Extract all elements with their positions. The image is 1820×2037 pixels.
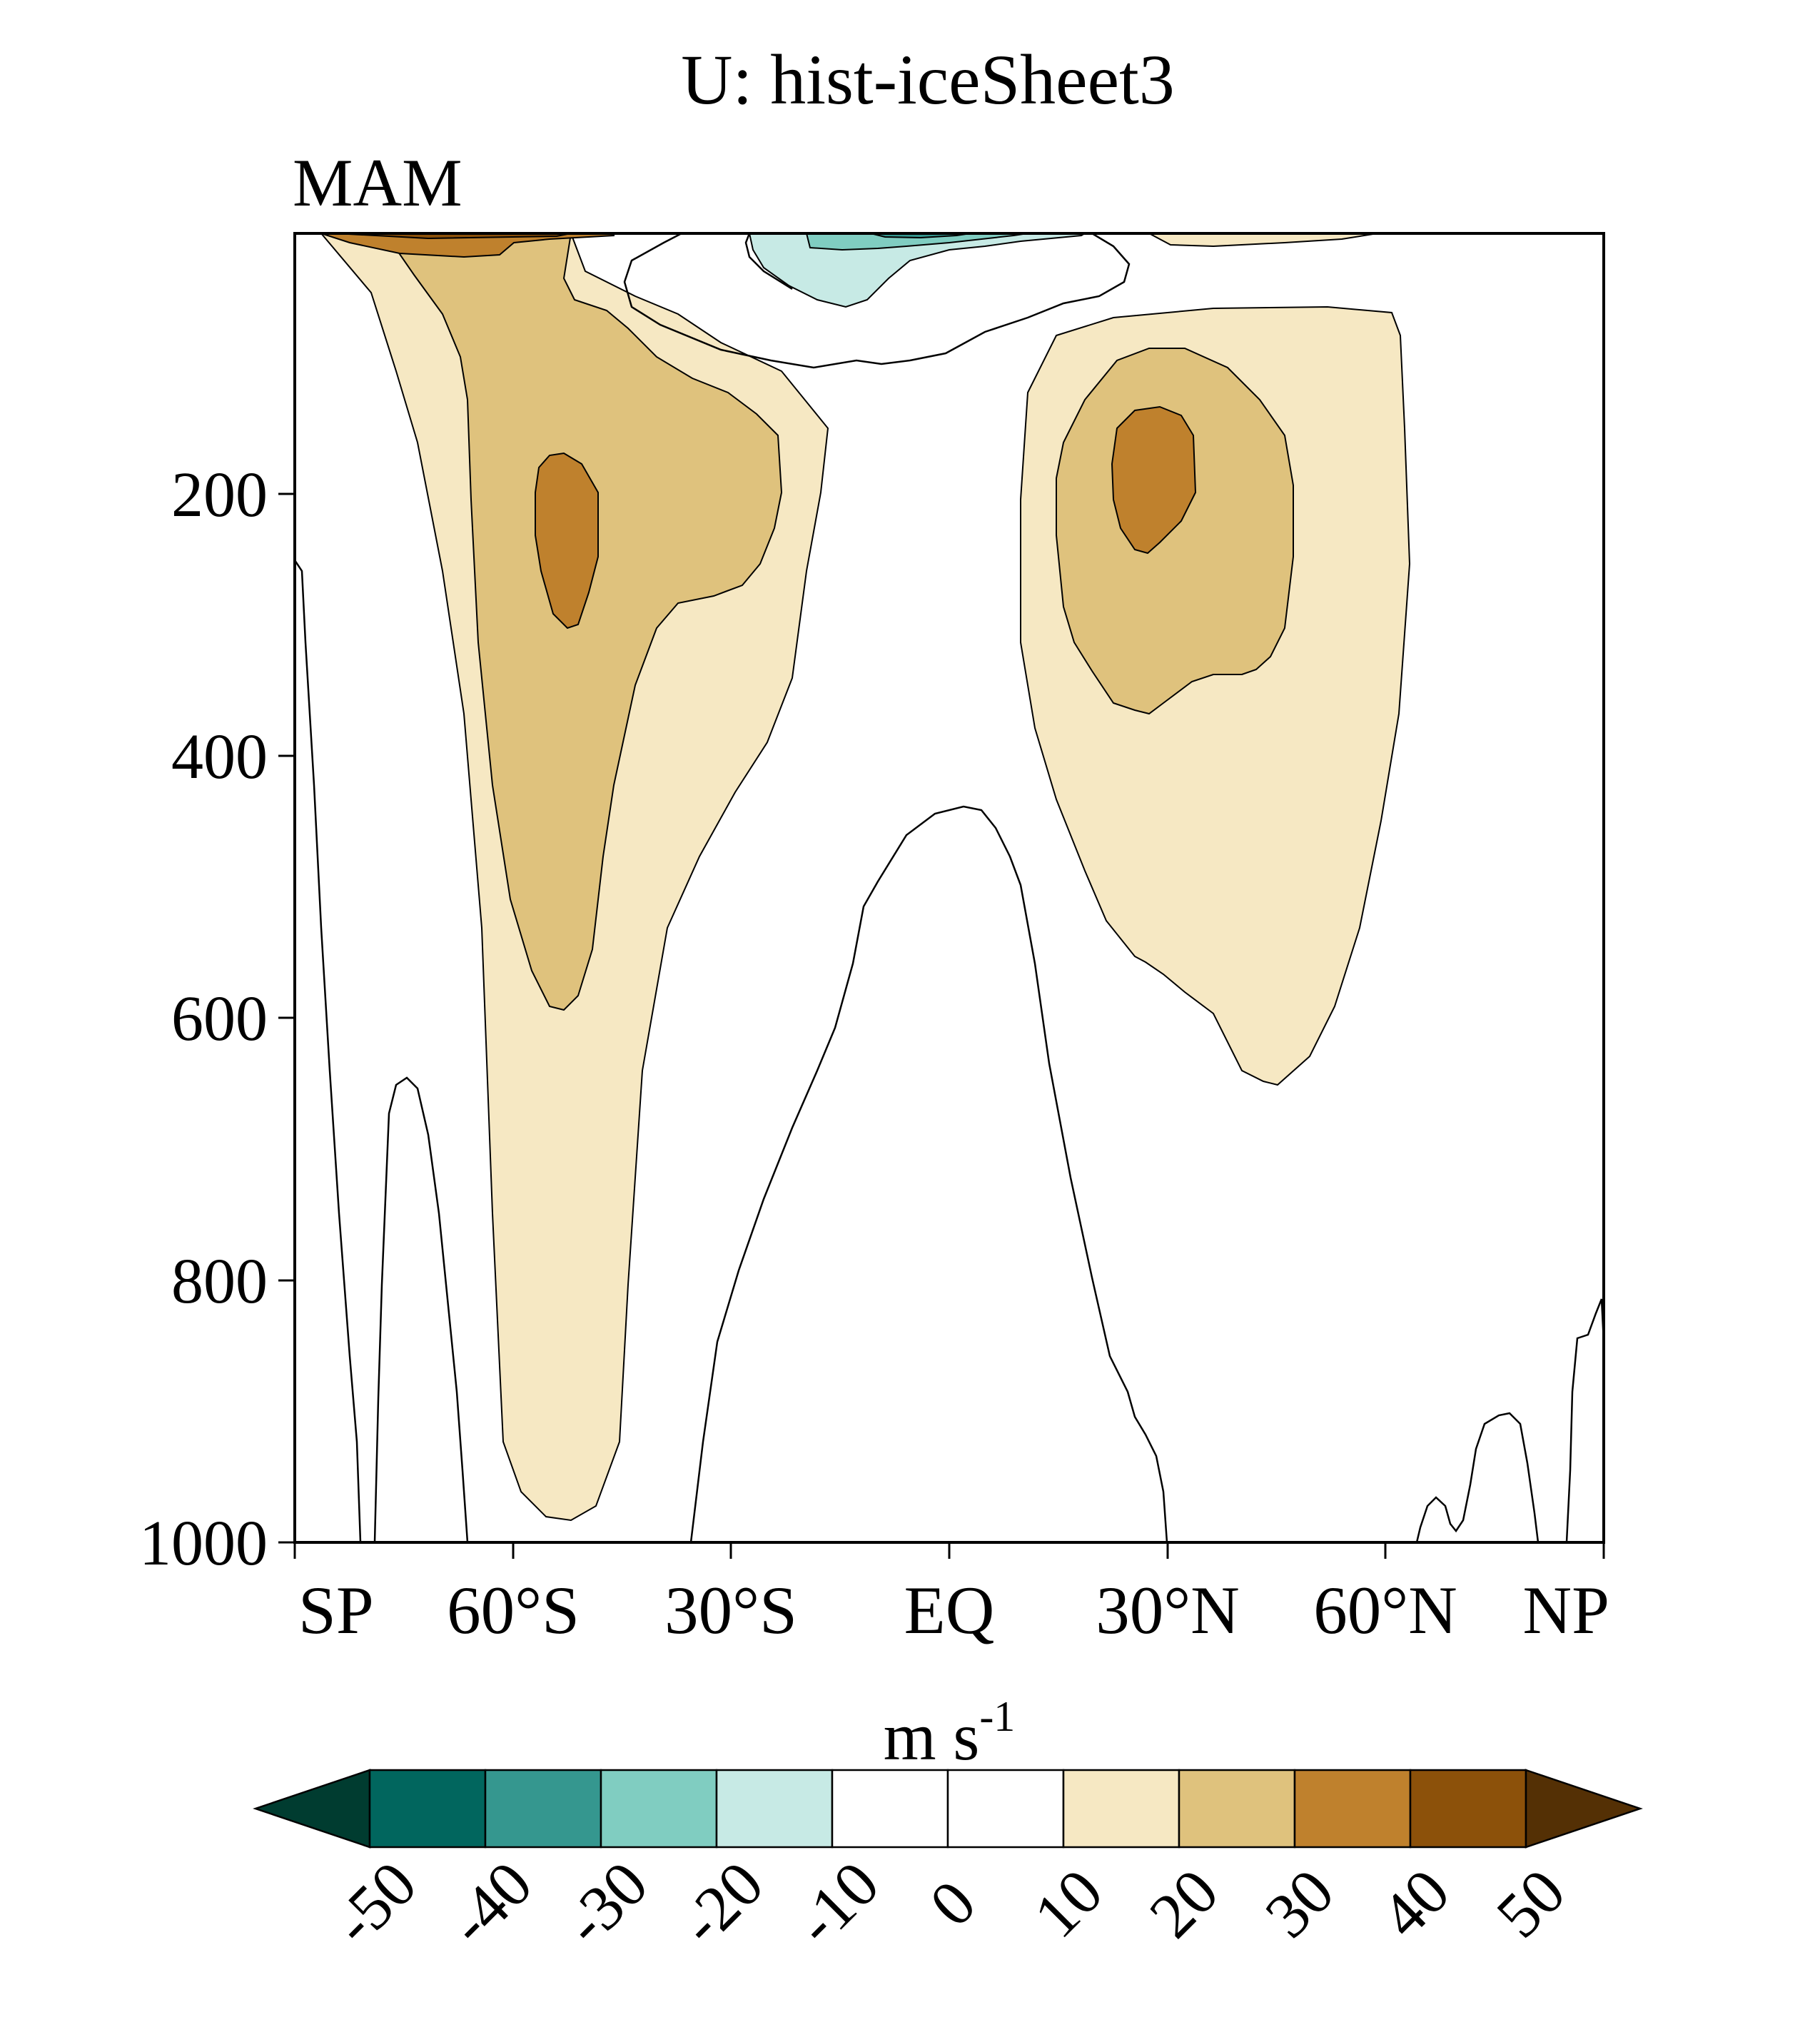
colorbar-level-label: 10	[1021, 1856, 1116, 1951]
x-tick-label: EQ	[904, 1572, 995, 1648]
colorbar-label-main: m s	[884, 1699, 980, 1774]
y-tick-labels: 200 400 600 800 1000	[139, 460, 268, 1579]
colorbar-box	[1178, 1769, 1296, 1849]
contour-line-zero-eq	[689, 805, 1168, 1542]
colorbar-level-label: 30	[1252, 1856, 1348, 1951]
x-tick-label: 60°S	[447, 1572, 580, 1648]
colorbar-label-sup: -1	[979, 1693, 1015, 1740]
colorbar-level-label: -30	[551, 1849, 662, 1959]
contour-lines	[295, 233, 1604, 1542]
colorbar-level-label: -10	[782, 1849, 893, 1959]
y-tick-label: 1000	[139, 1508, 268, 1579]
colorbar-box	[1409, 1769, 1527, 1849]
season-subtitle: MAM	[293, 145, 462, 221]
x-tick-label: 30°S	[664, 1572, 797, 1648]
contour-line-zero-upper	[623, 233, 1131, 369]
colorbar-level-label: 20	[1136, 1856, 1232, 1951]
x-tick-label: 60°N	[1313, 1572, 1457, 1648]
colorbar-box	[1293, 1769, 1412, 1849]
contour-fill-nh-upper-10	[1148, 233, 1378, 248]
colorbar-box	[368, 1769, 487, 1849]
colorbar-box	[1062, 1769, 1181, 1849]
y-tick-label: 400	[171, 722, 268, 792]
chart-title: U: hist-iceSheet3	[681, 40, 1175, 119]
colorbar-level-label: 40	[1367, 1856, 1463, 1951]
contour-line-sp-loop	[373, 1076, 469, 1542]
colorbar-box	[946, 1769, 1065, 1849]
colorbar-label: m s-1	[884, 1693, 1016, 1774]
x-tick-labels: SP 60°S 30°S EQ 30°N 60°N NP	[298, 1572, 1609, 1648]
contour-fill-eq-neg10	[748, 233, 1086, 308]
contour-line-sp-left	[295, 560, 362, 1542]
colorbar: -50 -40 -30 -20 -10 0 10 20 30 40 50	[253, 1769, 1643, 1959]
colorbar-level-label: 0	[916, 1867, 989, 1940]
colorbar-level-label: -40	[435, 1849, 546, 1959]
contour-fill-sh-30	[535, 452, 599, 630]
colorbar-triangle-low	[253, 1769, 371, 1849]
contour-line-np-loop2	[1565, 1298, 1604, 1542]
colorbar-level-label: -50	[320, 1849, 430, 1959]
colorbar-triangle-high	[1525, 1769, 1643, 1849]
contour-fill-sh-20	[384, 233, 783, 1011]
colorbar-box	[715, 1769, 834, 1849]
colorbar-box	[484, 1769, 602, 1849]
x-tick-label: SP	[298, 1572, 374, 1648]
x-axis	[293, 1542, 1605, 1559]
contour-line-np-loop1	[1415, 1412, 1540, 1542]
contour-fill-nh-20	[1056, 348, 1294, 715]
colorbar-box	[600, 1769, 718, 1849]
colorbar-box	[831, 1769, 949, 1849]
y-tick-label: 600	[171, 984, 268, 1054]
contour-fill-nh-30	[1111, 405, 1197, 555]
contour-line-neg10	[744, 233, 793, 290]
y-tick-label: 800	[171, 1246, 268, 1317]
y-tick-label: 200	[171, 460, 268, 530]
colorbar-level-label: -20	[667, 1849, 777, 1959]
colorbar-level-label: 50	[1483, 1856, 1579, 1951]
x-tick-label: 30°N	[1096, 1572, 1240, 1648]
x-tick-label: NP	[1523, 1572, 1609, 1648]
contour-fills	[320, 233, 1411, 1522]
y-axis	[278, 492, 295, 1544]
